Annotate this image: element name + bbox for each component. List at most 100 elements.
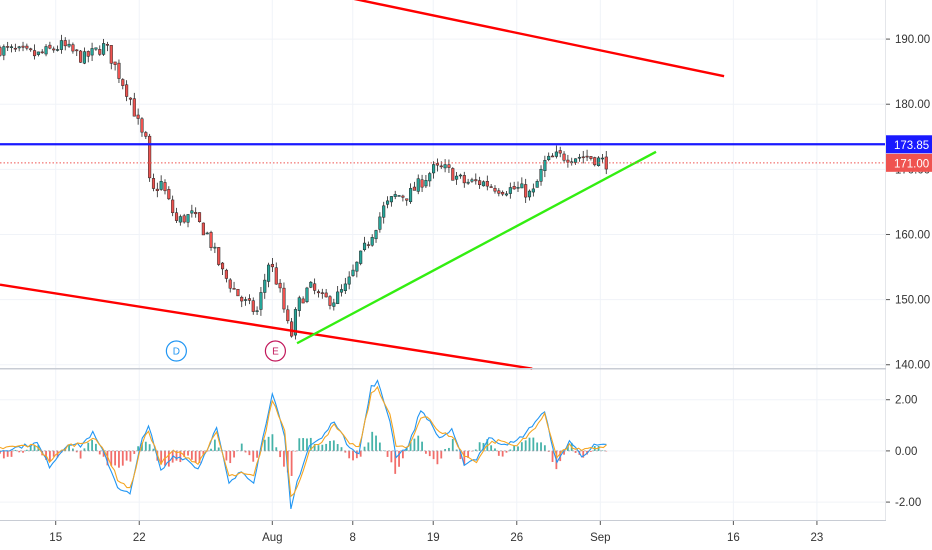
candle bbox=[527, 189, 532, 201]
candle-body bbox=[117, 62, 121, 79]
histogram-bar bbox=[436, 450, 439, 465]
histogram-bar bbox=[494, 448, 496, 451]
histogram-bar bbox=[467, 450, 470, 458]
candle bbox=[347, 271, 351, 290]
histogram-bar bbox=[405, 447, 408, 451]
histogram-bar bbox=[221, 450, 224, 452]
candle bbox=[504, 190, 509, 197]
histogram-bar bbox=[25, 449, 28, 451]
candle-body bbox=[593, 157, 597, 166]
candle bbox=[550, 153, 555, 158]
candle bbox=[125, 80, 129, 102]
histogram-bar bbox=[417, 435, 420, 451]
candle bbox=[328, 295, 332, 310]
histogram-bar bbox=[329, 440, 331, 451]
candle-body bbox=[359, 250, 363, 264]
histogram-bar bbox=[321, 444, 324, 451]
histogram-bar bbox=[536, 442, 539, 451]
histogram-bar bbox=[10, 450, 13, 457]
histogram-bar bbox=[474, 449, 477, 451]
histogram-bar bbox=[497, 450, 500, 456]
candle bbox=[29, 47, 33, 52]
candle-body bbox=[328, 296, 332, 306]
candle-body bbox=[305, 287, 309, 302]
candle-body bbox=[301, 298, 305, 304]
candle bbox=[435, 158, 439, 172]
histogram-bar bbox=[202, 450, 205, 455]
candle bbox=[274, 262, 278, 285]
candle bbox=[52, 46, 56, 53]
candle-body bbox=[220, 262, 225, 270]
candle bbox=[79, 49, 83, 63]
candle bbox=[36, 51, 40, 57]
candle-body bbox=[520, 183, 524, 189]
candle-body bbox=[370, 237, 374, 246]
histogram-bar bbox=[547, 450, 550, 452]
candle-body bbox=[102, 43, 106, 55]
histogram-bar bbox=[451, 438, 454, 451]
candle-body bbox=[105, 44, 109, 46]
event-marker-d[interactable]: D bbox=[165, 340, 187, 362]
candle bbox=[566, 154, 570, 168]
histogram-bar bbox=[98, 450, 101, 455]
histogram-bar bbox=[421, 441, 423, 451]
candle-body bbox=[409, 188, 413, 203]
candle-body bbox=[255, 310, 259, 312]
candle-body bbox=[320, 292, 324, 294]
candle-body bbox=[56, 49, 60, 51]
histogram-bar bbox=[18, 450, 21, 453]
candle bbox=[497, 188, 501, 197]
histogram-bar bbox=[52, 450, 55, 457]
candle-body bbox=[155, 188, 159, 191]
candle bbox=[535, 179, 539, 188]
candle-body bbox=[240, 296, 244, 302]
histogram-bar bbox=[382, 450, 385, 451]
candle-body bbox=[270, 263, 274, 268]
event-marker-circle[interactable] bbox=[264, 340, 287, 362]
candle-body bbox=[374, 230, 378, 240]
candle-body bbox=[458, 174, 462, 177]
candle-body bbox=[278, 282, 282, 289]
candle-body bbox=[52, 48, 56, 51]
candle-body bbox=[351, 269, 355, 276]
candle bbox=[128, 97, 133, 106]
candle-body bbox=[244, 299, 248, 301]
candle bbox=[385, 196, 390, 209]
histogram-bar bbox=[121, 450, 124, 466]
histogram-bar bbox=[386, 450, 389, 457]
candle bbox=[117, 59, 121, 83]
candle bbox=[324, 289, 328, 298]
candle bbox=[182, 213, 186, 224]
histogram-bar bbox=[344, 450, 347, 453]
histogram-bar bbox=[198, 450, 201, 464]
event-marker-e[interactable]: E bbox=[264, 340, 287, 362]
candle-body bbox=[516, 187, 520, 189]
candle-body bbox=[336, 291, 340, 304]
event-marker-circle[interactable] bbox=[165, 340, 187, 362]
candle bbox=[25, 43, 29, 51]
candle-body bbox=[205, 232, 209, 235]
candle bbox=[109, 45, 113, 70]
support-line bbox=[296, 150, 657, 345]
candle-body bbox=[393, 194, 397, 197]
histogram-bar bbox=[459, 450, 462, 460]
candle-body bbox=[178, 216, 182, 223]
candle-body bbox=[0, 47, 2, 56]
candle-body bbox=[451, 168, 455, 181]
histogram-bar bbox=[91, 439, 93, 451]
candle bbox=[21, 41, 25, 52]
histogram-bar bbox=[106, 450, 109, 466]
histogram-bar bbox=[118, 450, 120, 468]
candle-body bbox=[125, 84, 129, 97]
histogram-bar bbox=[532, 437, 535, 451]
histogram-bar bbox=[233, 450, 235, 458]
candle-body bbox=[313, 283, 317, 291]
candle bbox=[405, 198, 409, 206]
histogram-bar bbox=[248, 450, 251, 456]
candle-body bbox=[581, 156, 585, 159]
candle-body bbox=[48, 44, 52, 49]
candle-body bbox=[355, 261, 359, 272]
candle-body bbox=[432, 164, 436, 174]
